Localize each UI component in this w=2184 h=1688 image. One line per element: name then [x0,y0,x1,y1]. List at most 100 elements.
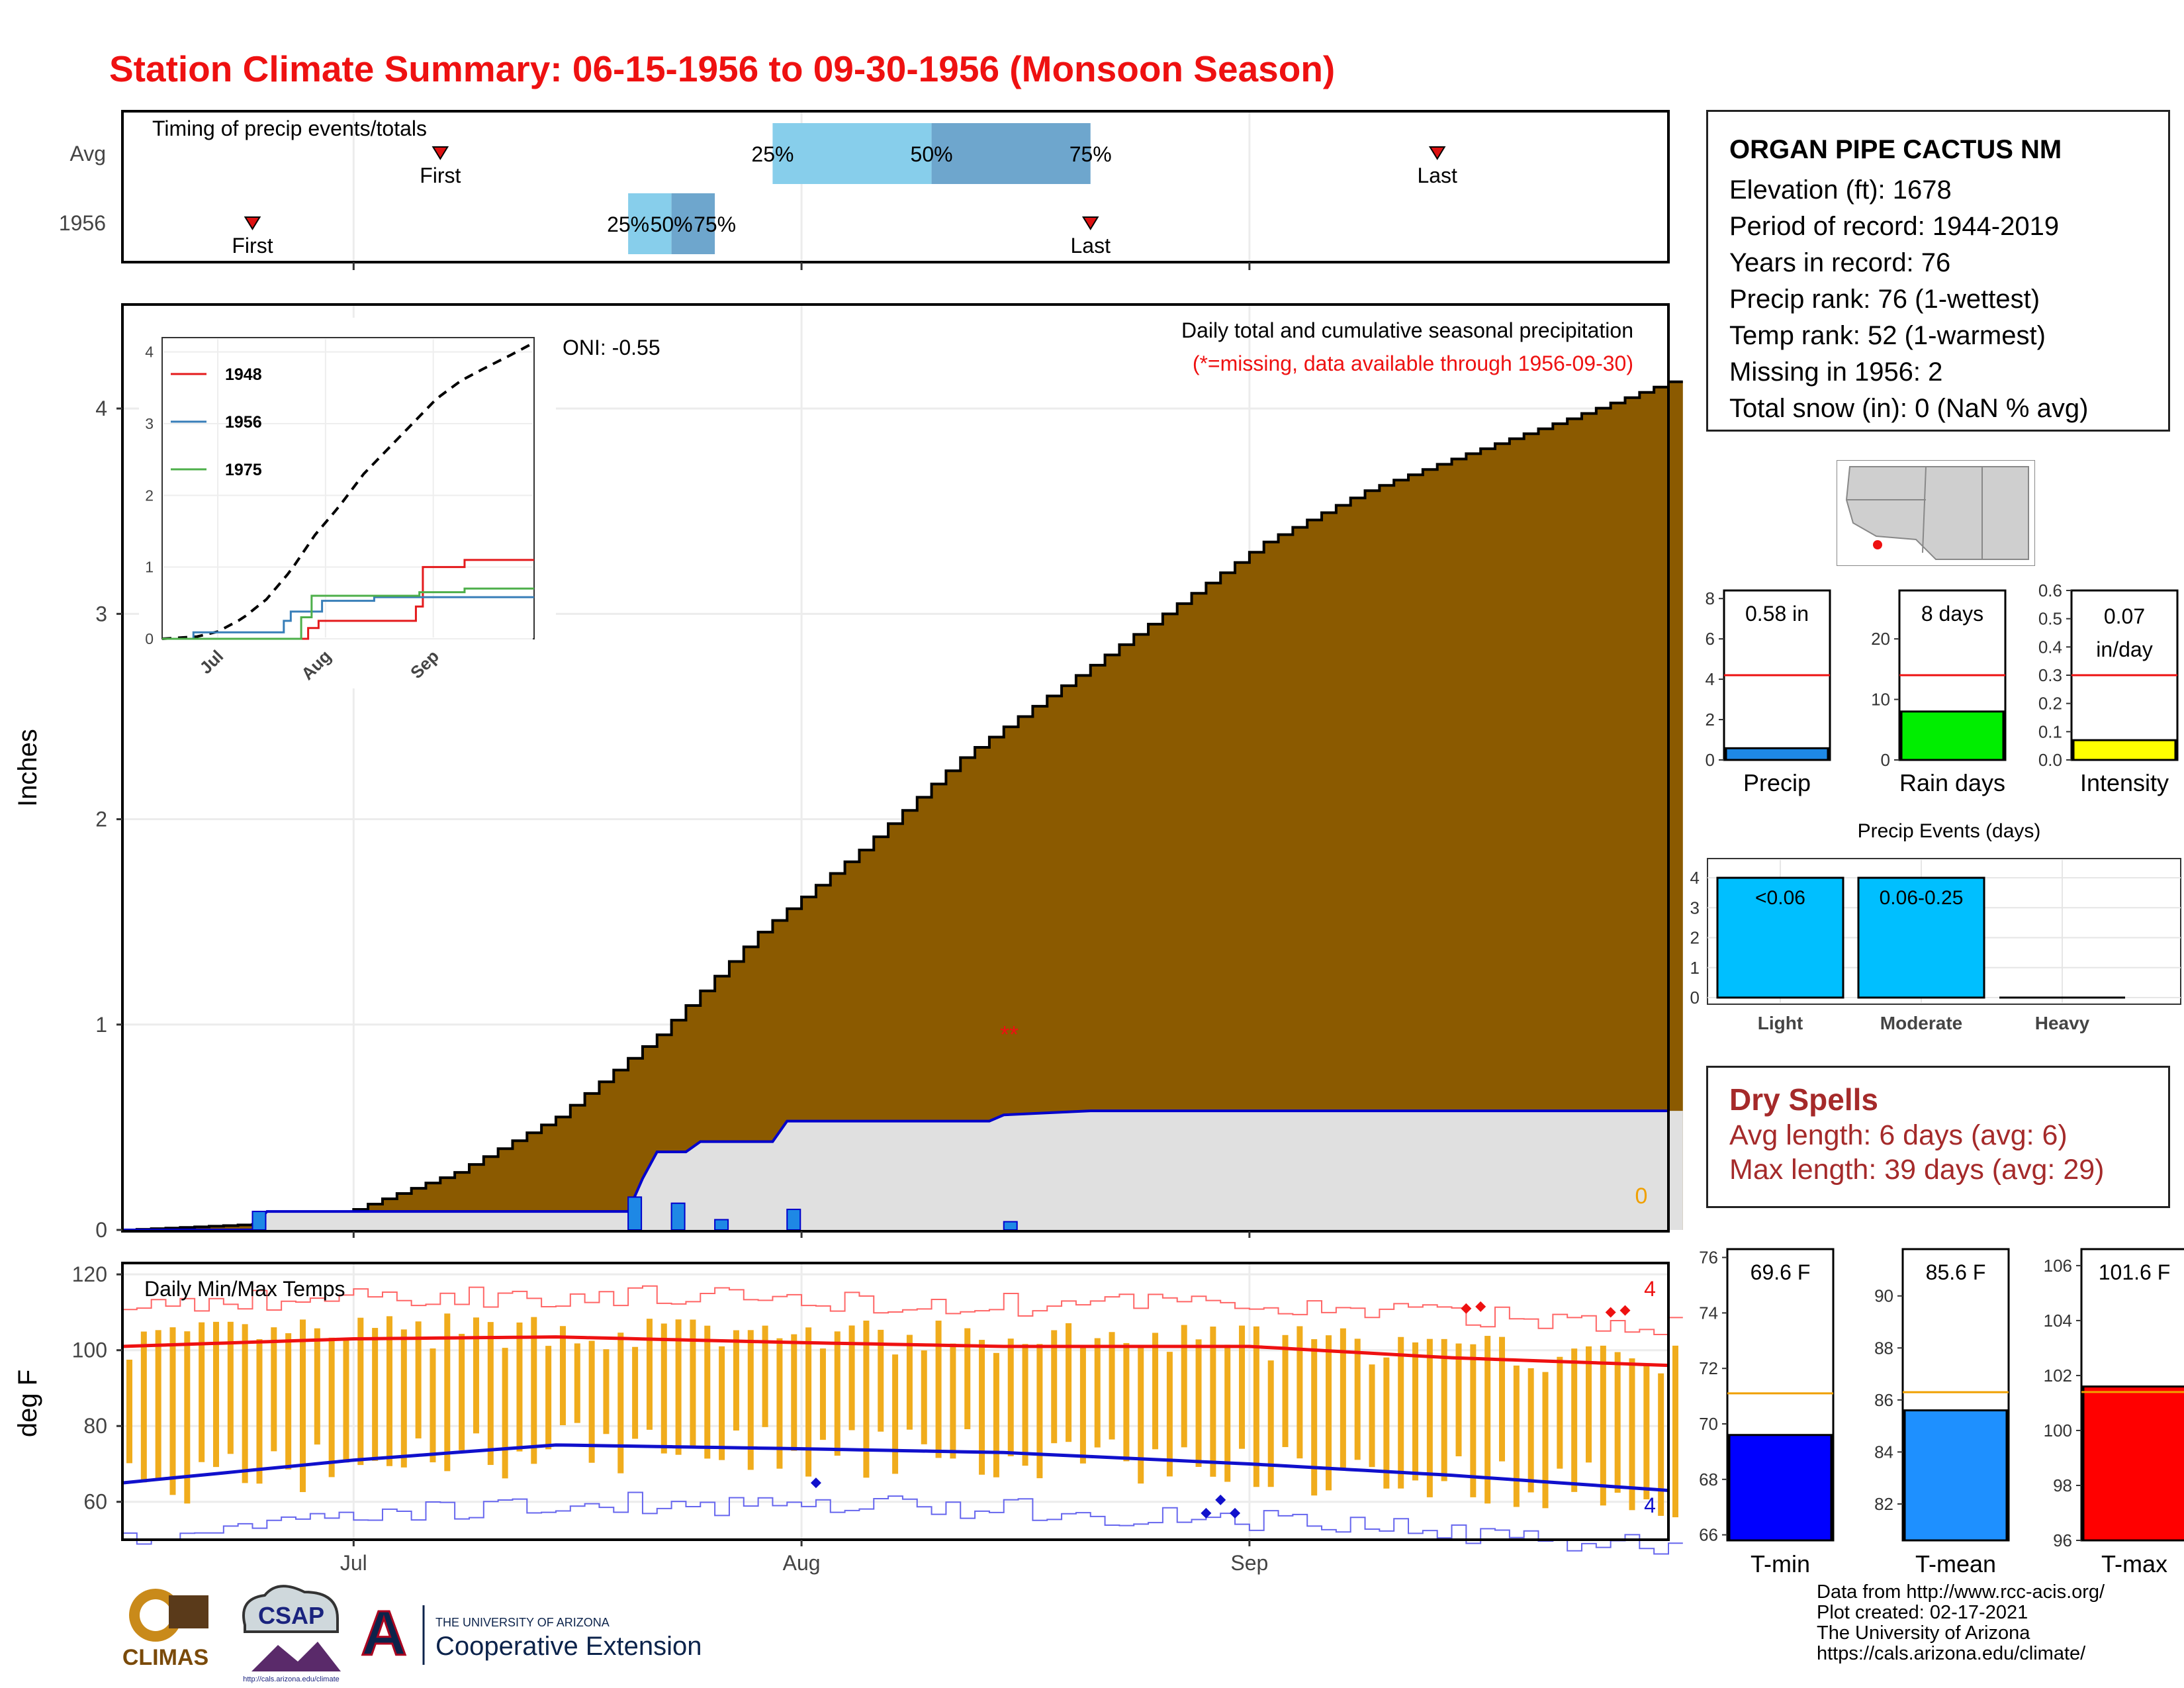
summary-bar-tick-label: 10 [1871,690,1890,710]
summary-bar-tick-label: 0.1 [2038,722,2062,741]
daily-temp-bar [632,1346,639,1439]
daily-temp-bar [415,1321,422,1438]
temp-summary-value-label: 85.6 F [1926,1260,1986,1284]
dry-spells-title: Dry Spells [1729,1082,1878,1117]
timing-last-marker [1081,216,1099,230]
daily-temp-bar [1629,1358,1635,1511]
daily-temp-bar [574,1343,580,1423]
daily-temp-bar [1643,1364,1650,1499]
temp-summary-tick-label: 104 [2044,1311,2072,1331]
daily-temp-bar [1094,1338,1101,1448]
daily-temp-bar [617,1333,624,1474]
precip-y-tick-label: 2 [95,808,107,831]
locator-map [1837,460,2035,566]
record-max-line [122,1285,1683,1335]
record-low-count: 4 [1644,1493,1656,1517]
timing-q75-label: 75% [694,212,736,236]
daily-temp-bar [1672,1345,1678,1518]
inset-y-tick-label: 4 [145,344,154,361]
daily-temp-bar [762,1325,768,1427]
daily-temp-bar [502,1348,508,1479]
daily-temp-bar [545,1346,552,1450]
snow-total-label: 0 [1635,1184,1648,1209]
timing-iqr-high [671,193,715,254]
daily-temp-bar [1195,1339,1202,1468]
csap-logo: CSAP http://cals.arizona.edu/climate [242,1585,341,1683]
timing-q75-label: 75% [1069,142,1112,166]
temp-summary-label: T-min [1751,1550,1810,1577]
month-x-tick-label: Jul [340,1551,367,1575]
csap-url: http://cals.arizona.edu/climate [243,1675,340,1683]
daily-temp-bar [1658,1373,1664,1516]
csap-wordmark: CSAP [258,1602,324,1629]
record-low-marker [810,1477,821,1489]
daily-temp-bar [588,1340,595,1463]
month-x-tick-label: Sep [1230,1551,1268,1575]
summary-bar-tick-label: 0.6 [2038,581,2062,600]
daily-temp-bar [271,1327,277,1452]
credit-plot-created: Plot created: 02-17-2021 [1817,1602,2028,1623]
timing-first-label: First [232,234,273,258]
daily-temp-bar [1253,1326,1259,1487]
temp-summary-tick-label: 90 [1874,1286,1893,1306]
normal-min-line [122,1443,1669,1493]
timing-q50-label: 50% [911,142,953,166]
daily-temp-bar [400,1329,407,1468]
record-high-marker [1619,1305,1631,1316]
station-missing: Missing in 1956: 2 [1729,357,1943,387]
events-category-label: Light [1758,1013,1803,1033]
daily-temp-bar [199,1322,205,1462]
summary-bar-tick-label: 0.3 [2038,665,2062,685]
daily-temp-bar [1455,1343,1462,1456]
station-temp-rank: Temp rank: 52 (1-warmest) [1729,321,2046,350]
temp-summary-tick-label: 98 [2053,1476,2072,1495]
temp-summary-tick-label: 100 [2044,1421,2072,1440]
daily-temp-bar [314,1328,320,1445]
daily-temp-bar [184,1331,191,1504]
record-low-marker [1230,1507,1241,1519]
daily-temp-bar [892,1354,899,1474]
summary-bar-value-label: 0.07 [2104,604,2145,628]
temp-summary-tick-label: 84 [1874,1442,1893,1462]
daily-temp-bar [1354,1338,1361,1460]
dry-spells-max: Max length: 39 days (avg: 29) [1729,1154,2105,1186]
precip-panel: 0 1 2 3 4 Inches Daily total and cumulative … [13,303,1683,1242]
daily-temp-bar [444,1313,451,1472]
daily-precip-bar [251,1211,267,1231]
summary-bar-label: Precip [1743,769,1811,796]
precip-y-tick-label: 0 [95,1218,107,1242]
daily-temp-bar [1138,1346,1144,1484]
record-min-line [122,1491,1683,1555]
timing-row-avg-label: Avg [69,142,106,165]
temp-summary-tick-label: 106 [2044,1256,2072,1276]
ua-line1: THE UNIVERSITY OF ARIZONA [435,1616,610,1629]
temp-y-tick-label: 60 [83,1490,107,1514]
summary-bar-value-label: 0.58 in [1745,602,1809,626]
daily-temp-bar [704,1325,711,1459]
normal-max-line [122,1335,1669,1368]
daily-temp-bar [1109,1332,1115,1440]
inset-y-tick-label: 3 [145,415,154,432]
inset-year-line [162,559,534,640]
daily-temp-bar [675,1319,682,1455]
precip-missing-note: (*=missing, data available through 1956-… [1193,352,1633,375]
daily-temp-bar [848,1325,855,1430]
summary-bar-tick-label: 0.4 [2038,637,2062,657]
temp-summary-tick-label: 68 [1699,1470,1718,1489]
inset-year-line [162,596,534,640]
inset-y-tick-label: 0 [145,630,154,647]
dry-spells-avg: Avg length: 6 days (avg: 6) [1729,1119,2068,1151]
daily-temp-bar [834,1331,841,1456]
temp-summary-tick-label: 72 [1699,1358,1718,1378]
temp-summary-value [2082,1385,2184,1542]
daily-temp-bar [878,1329,884,1432]
precip-y-tick-label: 4 [95,397,107,420]
precip-caption: Daily total and cumulative seasonal prec… [1181,318,1633,342]
daily-temp-bar [1542,1372,1549,1509]
temp-summary-bars: 69.6 F T-min 66 68 70 72 74 76 85.6 F T-mean 82 84 8… [1699,1248,2184,1577]
credit-university: The University of Arizona [1817,1622,2030,1644]
precip-y-tick-label: 1 [95,1013,107,1037]
timing-iqr-high [931,123,1091,184]
temp-panel-title: Daily Min/Max Temps [144,1277,345,1301]
inset-legend-label: 1948 [225,365,262,384]
